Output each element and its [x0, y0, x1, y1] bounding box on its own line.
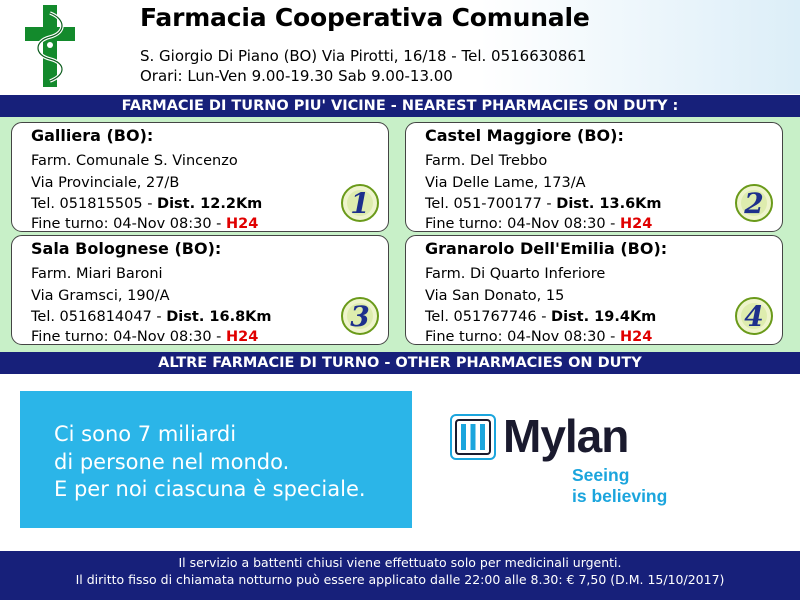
pharmacy-address: Via Provinciale, 27/B [31, 175, 180, 191]
pharmacy-town: Sala Bolognese (BO): [31, 239, 222, 258]
pharmacy-name: Farm. Del Trebbo [425, 153, 548, 169]
advertisement-banner[interactable]: Ci sono 7 miliardi di persone nel mondo.… [20, 391, 412, 528]
pharmacy-shift: Fine turno: 04-Nov 08:30 - H24 [425, 216, 652, 232]
pharmacy-card[interactable]: Sala Bolognese (BO): Farm. Miari Baroni … [11, 235, 389, 345]
pharmacy-address: Via San Donato, 15 [425, 288, 565, 304]
pharmacy-distance: Dist. 13.6Km [556, 196, 662, 212]
h24-label: H24 [226, 216, 259, 232]
pharmacy-distance: Dist. 19.4Km [551, 309, 657, 325]
pharmacy-town: Granarolo Dell'Emilia (BO): [425, 239, 668, 258]
shift-end: Fine turno: 04-Nov 08:30 - [425, 216, 616, 232]
pharmacy-phone: Tel. 051-700177 - [425, 196, 552, 212]
other-pharmacies-bar: ALTRE FARMACIE DI TURNO - OTHER PHARMACI… [0, 352, 800, 374]
number-badge-icon: 3 [341, 297, 379, 335]
ad-text-line: di persone nel mondo. [54, 450, 290, 474]
pharmacy-name: Farm. Comunale S. Vincenzo [31, 153, 238, 169]
pharmacy-grid: Galliera (BO): Farm. Comunale S. Vincenz… [0, 117, 800, 352]
badge-number: 4 [744, 300, 763, 333]
pharmacy-phone-distance: Tel. 051-700177 - Dist. 13.6Km [425, 196, 662, 212]
address-line: S. Giorgio Di Piano (BO) Via Pirotti, 16… [140, 47, 587, 65]
pharmacy-town: Galliera (BO): [31, 126, 154, 145]
h24-label: H24 [620, 329, 653, 345]
pharmacy-phone-distance: Tel. 051767746 - Dist. 19.4Km [425, 309, 656, 325]
number-badge-icon: 1 [341, 184, 379, 222]
pharmacy-phone: Tel. 0516814047 - [31, 309, 162, 325]
footer-notice: Il servizio a battenti chiusi viene effe… [178, 555, 622, 570]
pharmacy-card[interactable]: Granarolo Dell'Emilia (BO): Farm. Di Qua… [405, 235, 783, 345]
pharmacy-shift: Fine turno: 04-Nov 08:30 - H24 [31, 216, 258, 232]
mylan-brand-name: Mylan [503, 410, 629, 462]
pharmacy-address: Via Delle Lame, 173/A [425, 175, 586, 191]
pharmacy-town: Castel Maggiore (BO): [425, 126, 624, 145]
pharmacy-distance: Dist. 16.8Km [166, 309, 272, 325]
pharmacy-card[interactable]: Galliera (BO): Farm. Comunale S. Vincenz… [11, 122, 389, 232]
pharmacy-address: Via Gramsci, 190/A [31, 288, 170, 304]
ad-text-line: E per noi ciascuna è speciale. [54, 477, 366, 501]
footer-fee-notice: Il diritto fisso di chiamata notturno pu… [75, 572, 725, 587]
ad-text-line: Ci sono 7 miliardi [54, 422, 237, 446]
pharmacy-distance: Dist. 12.2Km [157, 196, 263, 212]
pharmacy-shift: Fine turno: 04-Nov 08:30 - H24 [425, 329, 652, 345]
mylan-tagline: Seeing [572, 465, 630, 485]
footer: Il servizio a battenti chiusi viene effe… [0, 551, 800, 600]
pharmacy-phone: Tel. 051767746 - [425, 309, 547, 325]
pharmacy-phone: Tel. 051815505 - [31, 196, 153, 212]
nearest-pharmacies-bar: FARMACIE DI TURNO PIU' VICINE - NEAREST … [0, 95, 800, 117]
pharmacy-phone-distance: Tel. 0516814047 - Dist. 16.8Km [31, 309, 272, 325]
shift-end: Fine turno: 04-Nov 08:30 - [31, 216, 222, 232]
shift-end: Fine turno: 04-Nov 08:30 - [425, 329, 616, 345]
h24-label: H24 [620, 216, 653, 232]
pharmacy-card[interactable]: Castel Maggiore (BO): Farm. Del Trebbo V… [405, 122, 783, 232]
header: Farmacia Cooperativa Comunale S. Giorgio… [0, 0, 800, 94]
pharmacy-name: Farm. Miari Baroni [31, 266, 163, 282]
mylan-logo-icon [450, 414, 496, 460]
pharmacy-cross-logo [25, 5, 75, 87]
shift-end: Fine turno: 04-Nov 08:30 - [31, 329, 222, 345]
pharmacy-phone-distance: Tel. 051815505 - Dist. 12.2Km [31, 196, 262, 212]
page-title: Farmacia Cooperativa Comunale [140, 3, 590, 32]
pharmacy-name: Farm. Di Quarto Inferiore [425, 266, 606, 282]
number-badge-icon: 2 [735, 184, 773, 222]
pharmacy-shift: Fine turno: 04-Nov 08:30 - H24 [31, 329, 258, 345]
badge-number: 3 [350, 300, 369, 333]
badge-number: 1 [350, 187, 369, 220]
mylan-tagline: is believing [572, 486, 668, 506]
hours-line: Orari: Lun-Ven 9.00-19.30 Sab 9.00-13.00 [140, 67, 453, 85]
badge-number: 2 [743, 187, 763, 220]
h24-label: H24 [226, 329, 259, 345]
number-badge-icon: 4 [735, 297, 773, 335]
